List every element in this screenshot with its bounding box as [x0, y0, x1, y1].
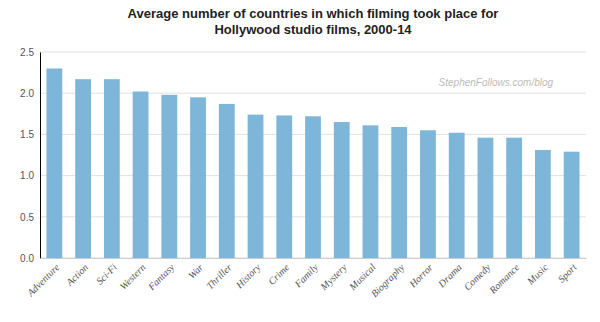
x-tick: Fantasy: [145, 258, 177, 293]
x-tick-label: Drama: [435, 262, 464, 291]
x-tick: Sci-Fi: [94, 258, 119, 287]
bar: [535, 150, 551, 258]
chart: 0.00.51.01.52.02.5AdventureActionSci-FiW…: [0, 0, 600, 322]
bar: [391, 127, 407, 258]
plot-area: 0.00.51.01.52.02.5AdventureActionSci-FiW…: [20, 47, 586, 299]
x-tick-label: Sport: [556, 261, 579, 284]
x-tick-label: Horror: [406, 261, 435, 290]
y-axis: 0.0 0.5 1.0 1.5 2.0 2.5: [20, 47, 40, 264]
x-tick: Romance: [486, 258, 521, 296]
x-tick: Crime: [266, 258, 292, 287]
y-tick: 2.5: [20, 47, 40, 58]
x-tick: Music: [524, 258, 550, 287]
x-tick-label: Thriller: [204, 261, 234, 291]
x-tick-label: Music: [524, 261, 550, 287]
bar: [564, 152, 580, 258]
x-tick-label: Sci-Fi: [94, 261, 119, 286]
x-tick: Western: [117, 258, 147, 292]
y-tick-label: 1.5: [20, 129, 34, 140]
x-axis-line: [41, 258, 587, 259]
title-line: Average number of countries in which fil…: [128, 6, 499, 21]
x-tick-label: Action: [63, 262, 90, 289]
bars: [46, 68, 579, 258]
x-tick-label: Mystery: [318, 261, 350, 293]
bar: [161, 95, 177, 258]
title-line: Hollywood studio films, 2000-14: [214, 22, 412, 37]
y-tick-label: 0.5: [20, 212, 34, 223]
bar: [133, 92, 149, 258]
annotation: StephenFollows.com/blog: [439, 77, 554, 88]
x-axis: AdventureActionSci-FiWesternFantasy WarTh…: [24, 258, 586, 299]
x-tick-label: War: [186, 261, 205, 280]
x-tick-label: Biography: [369, 261, 407, 299]
x-tick-label: Romance: [486, 261, 521, 296]
x-tick: Family: [292, 258, 321, 290]
x-tick: Adventure: [24, 258, 62, 299]
y-tick-label: 2.0: [20, 88, 34, 99]
x-tick: History: [233, 258, 263, 291]
bar: [506, 138, 522, 258]
bar: [248, 115, 264, 258]
bar: [334, 122, 350, 258]
bar: [104, 79, 120, 258]
bar: [363, 125, 379, 258]
grid: [40, 52, 586, 258]
x-tick: Mystery: [318, 258, 350, 293]
y-tick: 1.0: [20, 170, 40, 181]
y-tick-label: 1.0: [20, 170, 34, 181]
y-tick: 0.0: [20, 253, 40, 264]
bar: [219, 104, 235, 258]
x-tick-label: Western: [117, 262, 147, 292]
x-tick: Sport: [556, 258, 579, 285]
x-tick: Thriller: [204, 258, 234, 291]
bar: [305, 116, 321, 258]
grid-line: [40, 52, 586, 53]
x-tick-label: Fantasy: [145, 261, 177, 293]
x-tick: Horror: [406, 258, 435, 290]
x-tick: Biography: [369, 258, 407, 299]
y-tick: 2.0: [20, 88, 40, 99]
x-tick: Action: [63, 258, 90, 288]
bar: [478, 138, 494, 258]
x-tick: Drama: [435, 258, 464, 290]
title: Average number of countries in which fil…: [128, 6, 499, 37]
bar: [190, 97, 206, 258]
y-tick: 1.5: [20, 129, 40, 140]
x-tick-label: Crime: [266, 261, 292, 287]
x-tick-label: History: [233, 261, 263, 291]
y-axis-line: [40, 53, 41, 259]
y-tick-label: 2.5: [20, 47, 34, 58]
bar: [420, 130, 436, 258]
bar: [75, 79, 91, 258]
bar: [46, 68, 62, 258]
x-tick-label: Family: [292, 261, 321, 290]
bar: [449, 133, 465, 258]
y-tick-label: 0.0: [20, 253, 34, 264]
x-tick-label: Adventure: [24, 261, 62, 299]
y-tick: 0.5: [20, 212, 40, 223]
grid-line: [40, 93, 586, 94]
bar: [276, 115, 292, 258]
x-tick: War: [186, 258, 205, 281]
